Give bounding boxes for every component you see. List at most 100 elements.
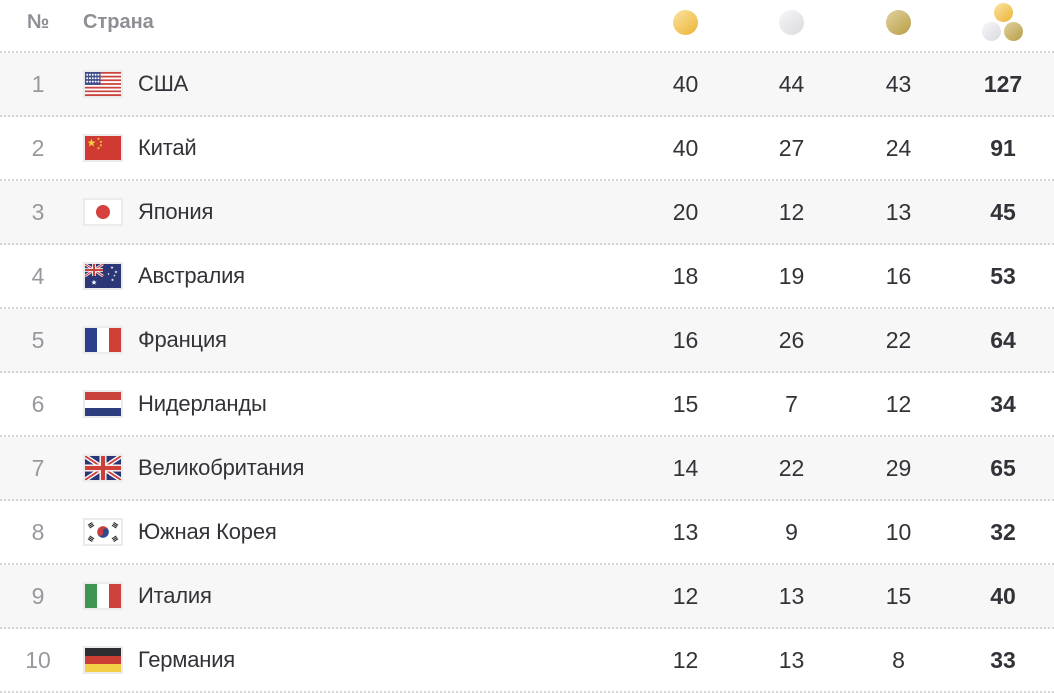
header-gold xyxy=(633,10,738,35)
bronze-count: 22 xyxy=(885,326,912,353)
silver-count: 13 xyxy=(778,582,805,609)
bronze-count: 10 xyxy=(885,518,912,545)
rank-number: 6 xyxy=(31,390,45,417)
flag-gb-icon xyxy=(83,454,123,482)
total-count: 127 xyxy=(983,70,1023,97)
gold-count: 12 xyxy=(672,646,699,673)
silver-count: 44 xyxy=(778,70,805,97)
rank-number: 1 xyxy=(31,70,45,97)
gold-count: 18 xyxy=(672,262,699,289)
bronze-count: 13 xyxy=(885,198,912,225)
country-cell: Южная Корея xyxy=(76,518,633,546)
bronze-count: 43 xyxy=(885,70,912,97)
table-row[interactable]: 7 Великобритания 14 22 29 65 xyxy=(0,437,1054,501)
bronze-medal-icon xyxy=(886,10,911,35)
country-name: Италия xyxy=(138,583,212,608)
all-medals-icon xyxy=(982,3,1024,42)
gold-count: 14 xyxy=(672,454,699,481)
rank-number: 8 xyxy=(31,518,45,545)
silver-medal-icon xyxy=(779,10,804,35)
flag-nl-icon xyxy=(83,390,123,418)
cluster-gold-icon xyxy=(994,3,1013,22)
silver-count: 12 xyxy=(778,198,805,225)
cluster-silver-icon xyxy=(982,22,1001,41)
table-header-row: № Страна xyxy=(0,0,1054,53)
silver-count: 9 xyxy=(785,518,798,545)
table-row[interactable]: 8 Южная Корея 13 9 10 32 xyxy=(0,501,1054,565)
cluster-bronze-icon xyxy=(1004,22,1023,41)
country-cell: Германия xyxy=(76,646,633,674)
bronze-count: 29 xyxy=(885,454,912,481)
gold-count: 13 xyxy=(672,518,699,545)
gold-count: 16 xyxy=(672,326,699,353)
total-count: 64 xyxy=(990,326,1016,353)
flag-cn-icon xyxy=(83,134,123,162)
bronze-count: 15 xyxy=(885,582,912,609)
gold-count: 40 xyxy=(672,70,699,97)
header-rank: № xyxy=(26,11,50,33)
total-count: 33 xyxy=(990,646,1016,673)
bronze-count: 12 xyxy=(885,390,912,417)
table-row[interactable]: 5 Франция 16 26 22 64 xyxy=(0,309,1054,373)
country-cell: Великобритания xyxy=(76,454,633,482)
country-name: Великобритания xyxy=(138,455,305,480)
bronze-count: 16 xyxy=(885,262,912,289)
silver-count: 27 xyxy=(778,134,805,161)
country-name: Нидерланды xyxy=(138,391,267,416)
rank-number: 7 xyxy=(31,454,45,481)
total-count: 91 xyxy=(990,134,1016,161)
gold-count: 40 xyxy=(672,134,699,161)
flag-fr-icon xyxy=(83,326,123,354)
total-count: 40 xyxy=(990,582,1016,609)
silver-count: 13 xyxy=(778,646,805,673)
country-name: США xyxy=(138,71,189,96)
country-cell: Япония xyxy=(76,198,633,226)
rank-number: 3 xyxy=(31,198,45,225)
country-name: Австралия xyxy=(138,263,245,288)
gold-count: 20 xyxy=(672,198,699,225)
country-cell: Китай xyxy=(76,134,633,162)
country-cell: Нидерланды xyxy=(76,390,633,418)
country-name: Германия xyxy=(138,647,236,672)
flag-it-icon xyxy=(83,582,123,610)
total-count: 65 xyxy=(990,454,1016,481)
bronze-count: 24 xyxy=(885,134,912,161)
table-row[interactable]: 1 США 40 44 43 127 xyxy=(0,53,1054,117)
country-cell: Италия xyxy=(76,582,633,610)
flag-kr-icon xyxy=(83,518,123,546)
silver-count: 19 xyxy=(778,262,805,289)
silver-count: 7 xyxy=(785,390,798,417)
total-count: 34 xyxy=(990,390,1016,417)
country-name: Япония xyxy=(138,199,214,224)
gold-count: 15 xyxy=(672,390,699,417)
rank-number: 2 xyxy=(31,134,45,161)
header-country: Страна xyxy=(83,11,154,33)
table-body: 1 США 40 44 43 127 2 Китай 40 27 24 91 3… xyxy=(0,53,1054,693)
gold-medal-icon xyxy=(673,10,698,35)
header-silver xyxy=(738,10,845,35)
total-count: 53 xyxy=(990,262,1016,289)
table-row[interactable]: 3 Япония 20 12 13 45 xyxy=(0,181,1054,245)
header-bronze xyxy=(845,10,952,35)
rank-number: 5 xyxy=(31,326,45,353)
flag-jp-icon xyxy=(83,198,123,226)
country-cell: Австралия xyxy=(76,262,633,290)
country-cell: Франция xyxy=(76,326,633,354)
country-name: Китай xyxy=(138,135,197,160)
gold-count: 12 xyxy=(672,582,699,609)
table-row[interactable]: 9 Италия 12 13 15 40 xyxy=(0,565,1054,629)
total-count: 45 xyxy=(990,198,1016,225)
table-row[interactable]: 6 Нидерланды 15 7 12 34 xyxy=(0,373,1054,437)
country-name: Франция xyxy=(138,327,227,352)
rank-number: 10 xyxy=(25,646,51,673)
silver-count: 22 xyxy=(778,454,805,481)
header-total xyxy=(952,3,1054,42)
country-cell: США xyxy=(76,70,633,98)
table-row[interactable]: 2 Китай 40 27 24 91 xyxy=(0,117,1054,181)
table-row[interactable]: 4 Австралия 18 19 16 53 xyxy=(0,245,1054,309)
table-row[interactable]: 10 Германия 12 13 8 33 xyxy=(0,629,1054,693)
flag-us-icon xyxy=(83,70,123,98)
country-name: Южная Корея xyxy=(138,519,277,544)
flag-de-icon xyxy=(83,646,123,674)
